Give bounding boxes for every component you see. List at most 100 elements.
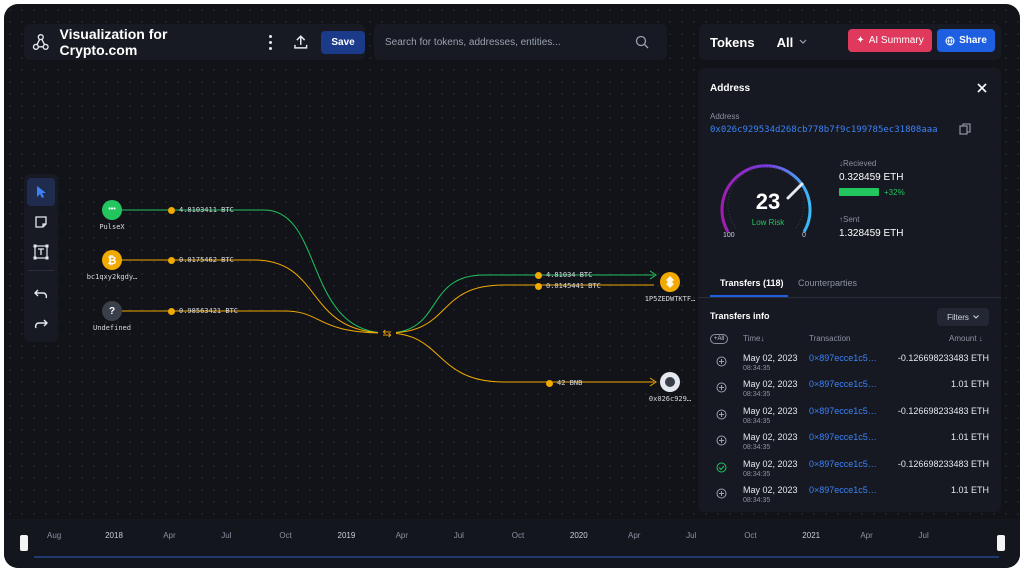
amount-label: 0.0175462 BTC	[168, 256, 234, 264]
received-change: +32%	[884, 188, 905, 197]
redo-button[interactable]	[27, 310, 55, 338]
search-icon[interactable]	[635, 35, 649, 49]
received-value: 0.328459 ETH	[839, 172, 904, 183]
plus-circle-icon[interactable]	[716, 435, 727, 446]
row-amount: 1.01 ETH	[950, 379, 989, 390]
node-label-dest2[interactable]: 0x026c929…	[648, 395, 692, 403]
flow-edge-dest1-green	[386, 274, 654, 334]
more-menu-icon[interactable]	[264, 33, 278, 51]
table-row[interactable]: May 02, 2023 08:34:35 0×897ecce1c5… 1.01 ET…	[698, 431, 1001, 457]
timeline-label: Apr	[395, 531, 409, 540]
select-tool[interactable]	[27, 178, 55, 206]
row-transaction-link[interactable]: 0×897ecce1c5…	[809, 353, 877, 363]
plus-circle-icon[interactable]	[716, 382, 727, 393]
flow-edge-pulsex	[122, 209, 388, 334]
flow-edge-undefined	[122, 310, 388, 334]
row-transaction-link[interactable]: 0×897ecce1c5…	[809, 432, 877, 443]
address-panel-title: Address	[710, 83, 751, 94]
btc-coin-icon	[535, 271, 542, 279]
node-label-dest1[interactable]: 1P5ZEDWTKTF…	[644, 295, 696, 303]
address-panel: Address Address 0x026c929534d268cb778b7f…	[698, 68, 1001, 512]
timeline-track	[34, 556, 999, 558]
transfers-info-title: Transfers info	[710, 311, 770, 321]
table-row[interactable]: May 02, 2023 08:34:35 0×897ecce1c5… -0.1266…	[698, 405, 1001, 431]
row-transaction-link[interactable]: 0×897ecce1c5…	[809, 405, 877, 416]
select-all-pill[interactable]: +All	[710, 334, 729, 344]
ai-summary-button[interactable]: ✦ AI Summary	[848, 29, 932, 52]
save-button[interactable]: Save	[321, 30, 365, 54]
table-row[interactable]: May 02, 2023 08:34:35 0×897ecce1c5… -0.1266…	[698, 458, 1001, 484]
node-undefined	[102, 301, 122, 321]
timeline-label: Oct	[511, 531, 525, 540]
sent-label: ↑Sent	[839, 215, 860, 224]
chevron-down-icon	[973, 315, 979, 319]
upload-icon[interactable]	[292, 33, 310, 51]
timeline-label: 2021	[802, 531, 821, 540]
pulsex-glyph: •••	[108, 206, 116, 213]
timeline-label: Jul	[453, 531, 464, 540]
row-transaction-link[interactable]: 0×897ecce1c5…	[809, 379, 877, 390]
text-tool[interactable]	[27, 238, 55, 266]
plus-circle-icon[interactable]	[716, 488, 727, 499]
search-input[interactable]	[385, 36, 635, 48]
btc-coin-icon	[535, 282, 542, 290]
check-circle-icon[interactable]	[716, 462, 727, 473]
node-pulsex	[102, 200, 122, 220]
table-row[interactable]: May 02, 2023 08:34:35 0×897ecce1c5… -0.1266…	[698, 352, 1001, 378]
row-date: May 02, 2023	[743, 405, 798, 416]
row-transaction-link[interactable]: 0×897ecce1c5…	[809, 485, 877, 495]
undo-button[interactable]	[27, 280, 55, 308]
row-time: 08:34:35	[743, 444, 771, 452]
row-amount: 1.01 ETH	[950, 485, 989, 495]
node-bitcoin	[102, 250, 122, 270]
timeline-end-handle[interactable]	[997, 535, 1005, 551]
timeline-scrubber[interactable]: Aug 2018 Apr Jul Oct 2019 Apr Jul Oct 2020 Apr Jul O…	[4, 519, 1020, 568]
plus-circle-icon[interactable]	[716, 409, 727, 420]
plus-circle-icon[interactable]	[716, 356, 727, 367]
row-transaction-link[interactable]: 0×897ecce1c5…	[809, 458, 877, 469]
share-button[interactable]: Share	[937, 29, 995, 52]
timeline-label: Jul	[221, 531, 232, 540]
row-time: 08:34:35	[743, 365, 771, 372]
copy-icon[interactable]	[959, 123, 971, 135]
col-amount-header[interactable]: Amount ↓	[949, 334, 983, 343]
address-hash-link[interactable]: 0x026c929534d268cb778b7f9c199785ec31808a…	[710, 125, 938, 135]
risk-gauge	[720, 164, 812, 233]
sticky-note-icon	[35, 216, 47, 228]
flow-edge-dest2	[386, 332, 654, 383]
timeline-start-handle[interactable]	[20, 535, 28, 551]
flow-graph-canvas[interactable]: ₿ ⇆	[4, 4, 1020, 519]
tokens-bar: Tokens All ✦ AI Summary Share	[699, 24, 1001, 60]
table-row[interactable]: May 02, 2023 08:34:35 0×897ecce1c5… 1.01 ET…	[698, 484, 1001, 510]
table-row[interactable]: May 02, 2023 08:34:35 0×897ecce1c5… 1.01 ET…	[698, 378, 1001, 404]
bnb-coin-icon	[546, 379, 553, 387]
row-amount: -0.126698233483 ETH	[897, 458, 989, 469]
node-label-undefined[interactable]: Undefined	[93, 324, 131, 332]
tab-counterparties[interactable]: Counterparties	[798, 278, 858, 288]
globe-icon	[945, 36, 955, 46]
swap-hub	[378, 326, 396, 340]
active-tab-indicator	[710, 295, 788, 297]
filters-button[interactable]: Filters	[937, 308, 989, 326]
graph-logo-icon	[32, 34, 49, 50]
btc-coin-icon	[168, 307, 175, 315]
sent-value: 1.328459 ETH	[839, 228, 904, 239]
row-amount: -0.126698233483 ETH	[897, 353, 989, 363]
btc-coin-icon	[168, 256, 175, 264]
timeline-label: Apr	[163, 531, 176, 540]
col-time-header[interactable]: Time↓	[743, 334, 765, 343]
timeline-label: Aug	[47, 531, 62, 540]
tab-transfers[interactable]: Transfers (118)	[720, 278, 784, 288]
gauge-min-label: 100	[723, 232, 735, 239]
tokens-select[interactable]: All	[777, 35, 808, 50]
row-date: May 02, 2023	[743, 379, 798, 390]
close-icon[interactable]	[976, 82, 988, 94]
gauge-max-label: 0	[802, 232, 806, 239]
timeline-label: Oct	[744, 531, 757, 540]
node-label-bc1[interactable]: bc1qxy2kgdy…	[86, 273, 138, 281]
flow-edge-dest1-yellow	[386, 284, 654, 334]
amount-label: 4.81034 BTC	[535, 271, 592, 279]
note-tool[interactable]	[27, 208, 55, 236]
address-sub-label: Address	[710, 112, 740, 121]
node-label-pulsex[interactable]: PulseX	[99, 223, 125, 231]
